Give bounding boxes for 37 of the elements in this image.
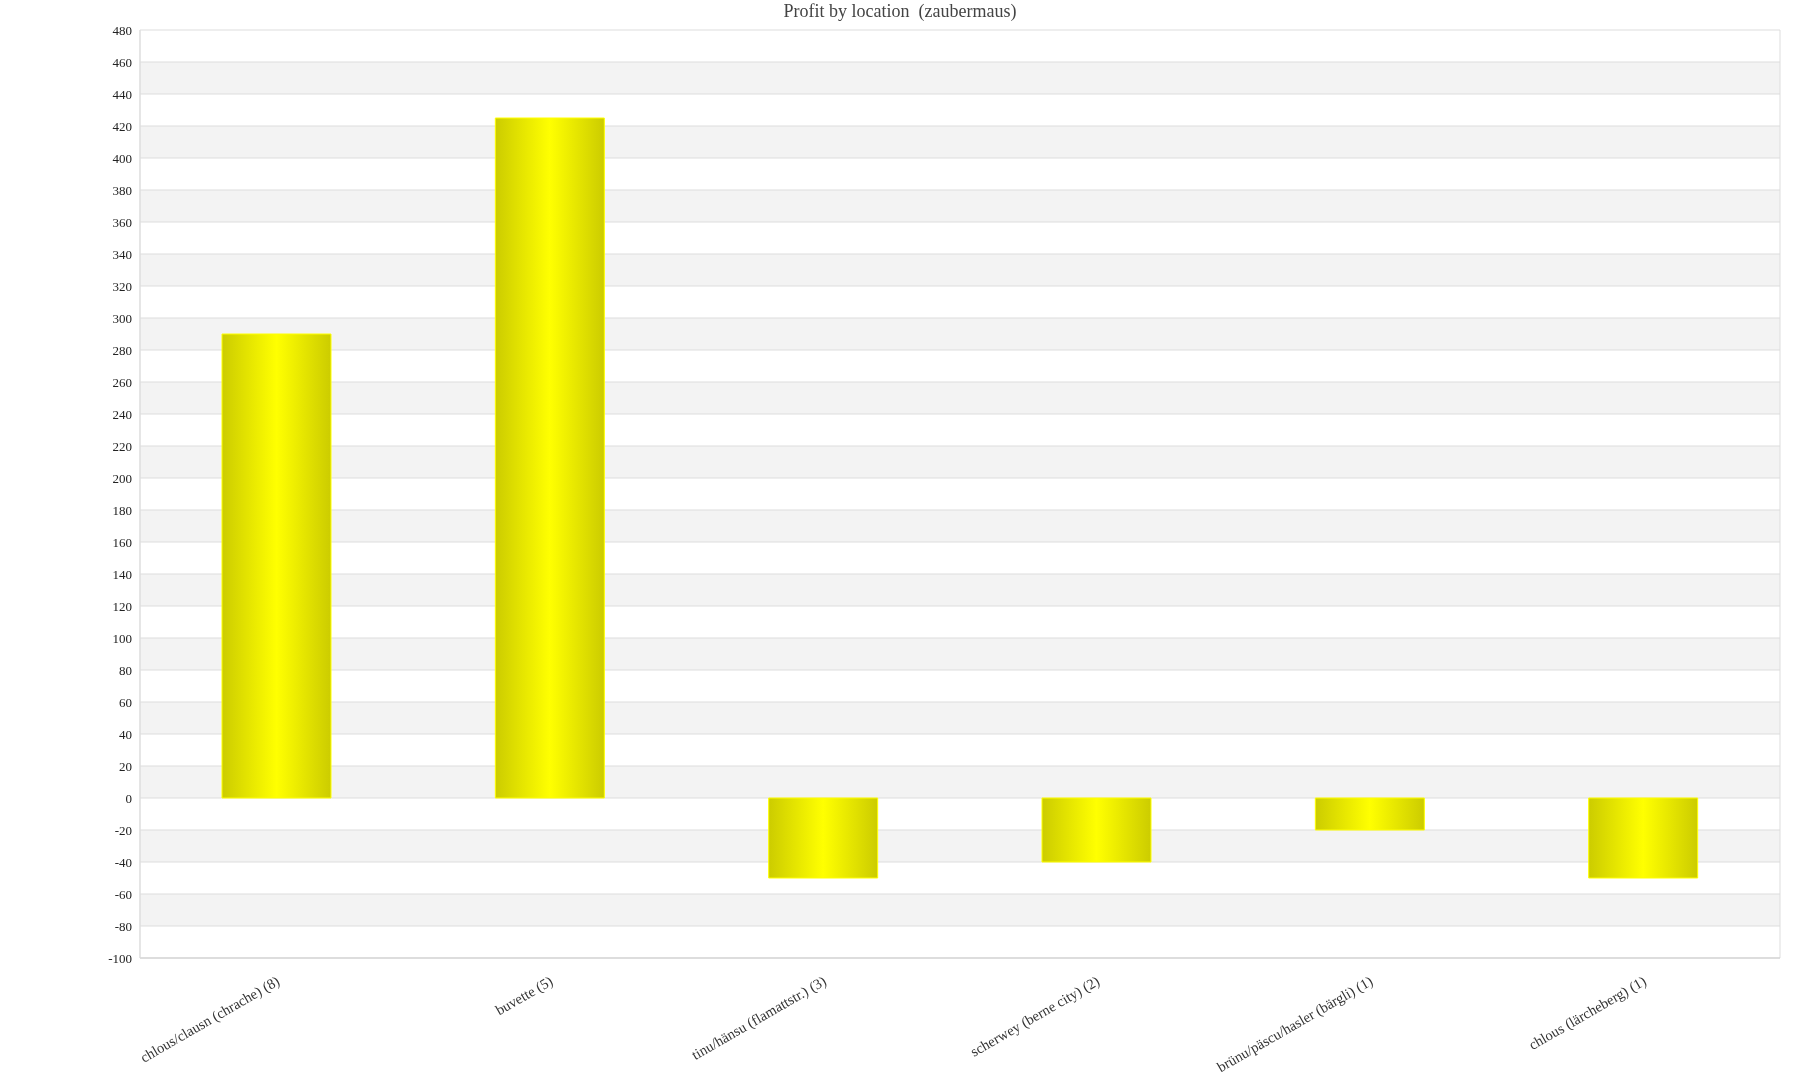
y-tick-label: 280 (112, 342, 132, 358)
y-tick-label: 80 (119, 662, 132, 678)
y-tick-label: 360 (112, 214, 132, 230)
y-tick-label: 400 (112, 150, 132, 166)
y-tick-label: 300 (112, 310, 132, 326)
y-tick-label: 200 (112, 470, 132, 486)
y-tick-label: 380 (112, 182, 132, 198)
y-tick-label: 40 (119, 726, 132, 742)
y-tick-label: 180 (112, 502, 132, 518)
bar (1041, 797, 1152, 863)
y-tick-label: 100 (112, 630, 132, 646)
y-tick-label: 460 (112, 54, 132, 70)
y-tick-label: 340 (112, 246, 132, 262)
y-tick-label: -20 (114, 822, 132, 838)
y-tick-label: 220 (112, 438, 132, 454)
y-tick-label: 240 (112, 406, 132, 422)
bar (1314, 797, 1425, 831)
bar (221, 333, 332, 799)
y-tick-label: 260 (112, 374, 132, 390)
y-tick-label: 480 (112, 22, 132, 38)
bar (1588, 797, 1699, 879)
y-tick-label: 60 (119, 694, 132, 710)
bar (494, 117, 605, 799)
y-tick-label: 160 (112, 534, 132, 550)
y-tick-label: 320 (112, 278, 132, 294)
y-tick-label: -100 (108, 950, 132, 966)
y-tick-label: -80 (114, 918, 132, 934)
y-tick-label: 420 (112, 118, 132, 134)
y-tick-label: -40 (114, 854, 132, 870)
y-tick-label: -60 (114, 886, 132, 902)
bar (768, 797, 879, 879)
y-tick-label: 20 (119, 758, 132, 774)
y-tick-label: 440 (112, 86, 132, 102)
y-tick-label: 140 (112, 566, 132, 582)
y-tick-label: 0 (125, 790, 132, 806)
chart-title: Profit by location (zaubermaus) (782, 1, 1018, 22)
y-tick-label: 120 (112, 598, 132, 614)
